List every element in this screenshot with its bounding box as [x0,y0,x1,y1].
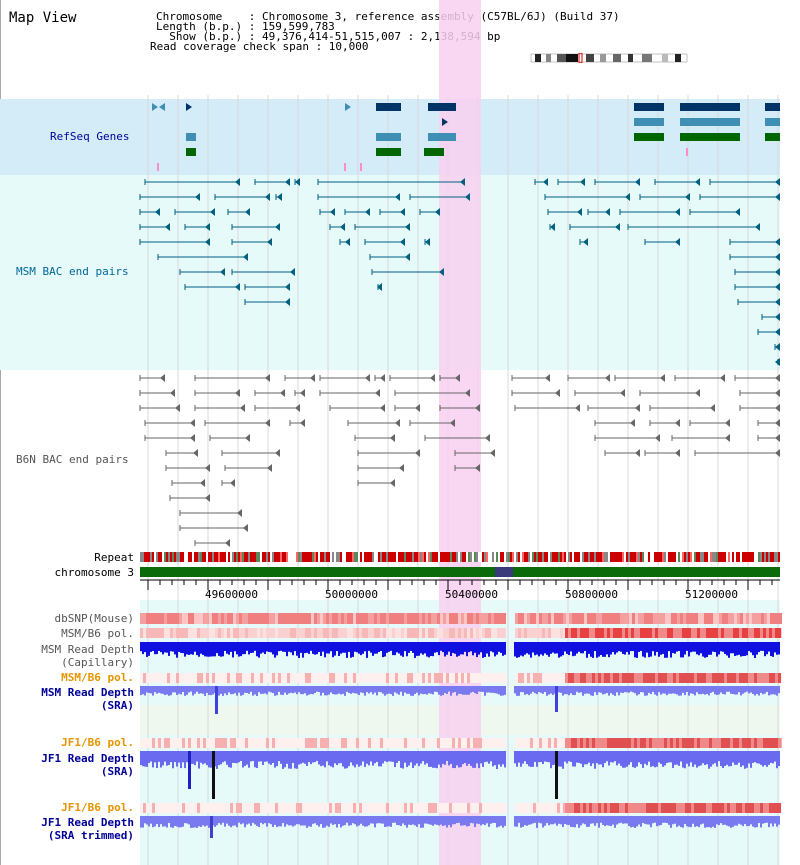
track-label-chromosome[interactable]: chromosome 3 [54,566,134,579]
track-label-jf1-pol-2[interactable]: JF1/B6 pol. [61,801,134,814]
axis-tick-1: 49600000 [205,588,258,601]
track-label-jf1-depth-sra-sub: (SRA) [100,765,134,778]
chromosome-ideogram[interactable] [530,53,688,63]
track-label-jf1-pol-1[interactable]: JF1/B6 pol. [61,736,134,749]
track-label-refseq[interactable]: RefSeq Genes [50,130,130,143]
track-label-dbsnp[interactable]: dbSNP(Mouse) [54,612,134,625]
axis-tick-4: 50800000 [565,588,618,601]
header-coverage-span: Read coverage check span : 10,000 [150,40,369,53]
track-label-jf1-depth-trim-sub: (SRA trimmed) [47,829,134,842]
track-label-jf1-depth-sra[interactable]: JF1 Read Depth [41,752,134,765]
track-label-msm-pol-2[interactable]: MSM/B6 pol. [61,671,134,684]
track-label-msm-depth-sra-sub: (SRA) [100,699,134,712]
msm-bac-pairs [139,178,780,366]
track-label-msm-depth-cap-sub: (Capillary) [61,656,134,669]
track-label-jf1-depth-trim[interactable]: JF1 Read Depth [41,816,134,829]
axis-tick-5: 51200000 [685,588,738,601]
track-label-msm-pol-1[interactable]: MSM/B6 pol. [61,627,134,640]
track-label-msm-depth-cap[interactable]: MSM Read Depth [41,643,134,656]
track-label-b6n-bac[interactable]: B6N BAC end pairs [16,453,129,466]
b6n-bac-pairs [139,374,780,547]
axis-tick-3: 50400000 [445,588,498,601]
selected-region-highlight [439,0,481,865]
header-length: Length (b.p.) : 159,599,783 [156,20,335,33]
repeat-track [140,552,780,562]
map-view-title: Map View [9,10,77,26]
track-label-msm-depth-sra[interactable]: MSM Read Depth [41,686,134,699]
refseq-gene-models [152,103,780,171]
axis-tick-2: 50000000 [325,588,378,601]
track-label-repeat[interactable]: Repeat [94,551,134,564]
chromosome-bar [140,567,780,577]
track-label-msm-bac[interactable]: MSM BAC end pairs [16,265,129,278]
